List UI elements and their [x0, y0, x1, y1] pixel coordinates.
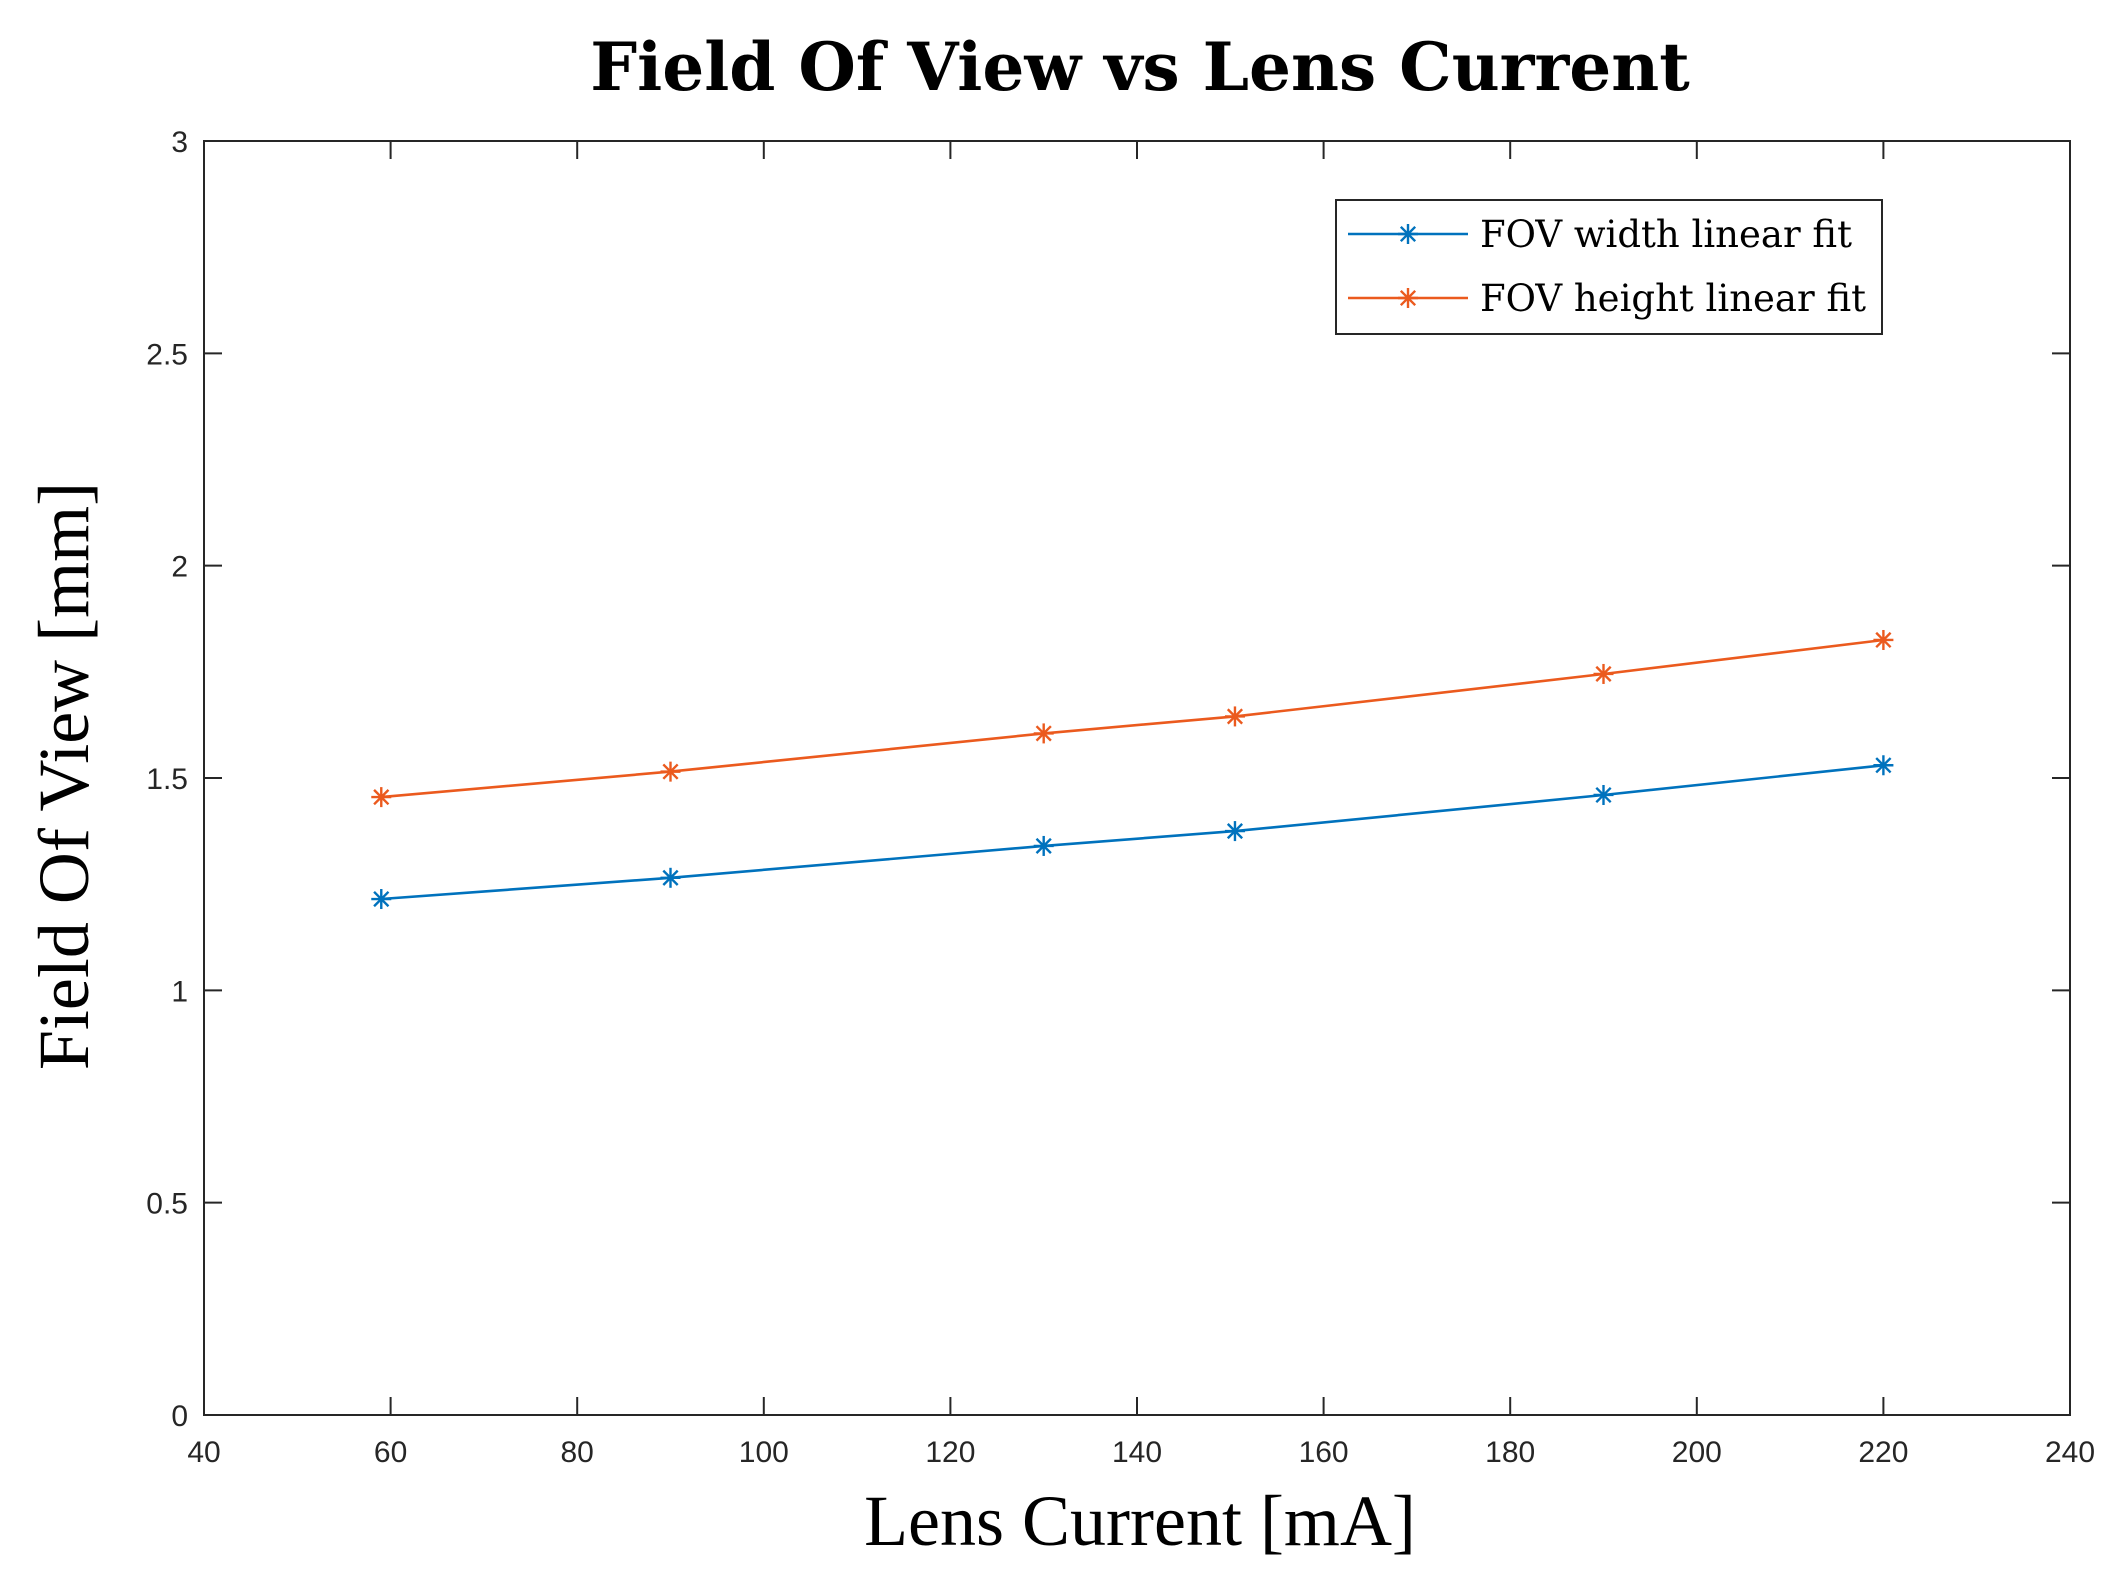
marker-stroke	[1595, 665, 1612, 683]
data-point	[660, 761, 681, 782]
data-point	[1224, 821, 1245, 842]
y-axis-label: Field Of View [mm]	[24, 482, 104, 1070]
series-1	[371, 755, 1894, 910]
marker-stroke	[1399, 289, 1417, 307]
x-tick-label: 200	[1672, 1436, 1722, 1469]
legend-marker	[1398, 224, 1418, 244]
y-tick-label: 2.5	[146, 338, 188, 371]
data-point	[1873, 755, 1894, 776]
data-point	[1033, 835, 1054, 856]
plot-area: 40 60 80 100 120 140 160 180 200 220 240 0 0.5 1 1.5 2 2…	[146, 126, 2095, 1469]
marker-stroke	[1226, 708, 1244, 725]
x-tick-label: 120	[925, 1436, 975, 1469]
x-tick-label: 240	[2045, 1436, 2095, 1469]
data-point	[1224, 706, 1245, 727]
legend-item: FOV height linear fit	[1348, 277, 1866, 320]
legend-label: FOV height linear fit	[1480, 277, 1866, 320]
series-2	[371, 629, 1894, 808]
marker-stroke	[1595, 786, 1612, 804]
y-tick-label: 0	[171, 1400, 188, 1433]
x-tick-label: 140	[1112, 1436, 1162, 1469]
data-point	[1033, 723, 1054, 744]
marker-stroke	[662, 763, 679, 780]
chart-title: Field Of View vs Lens Current	[590, 28, 1690, 106]
legend-item: FOV width linear fit	[1348, 213, 1852, 256]
y-tick-label: 0.5	[146, 1188, 188, 1221]
x-tick-label: 60	[374, 1436, 407, 1469]
x-tick-label: 100	[739, 1436, 789, 1469]
marker-stroke	[1399, 225, 1417, 243]
marker-stroke	[662, 869, 679, 886]
data-point	[1873, 629, 1894, 650]
x-tick-label: 220	[1858, 1436, 1908, 1469]
x-tick-label: 40	[187, 1436, 220, 1469]
x-tick-label: 80	[561, 1436, 594, 1469]
marker-stroke	[1035, 725, 1052, 742]
legend-label: FOV width linear fit	[1480, 213, 1852, 256]
marker-stroke	[373, 789, 390, 806]
data-point	[660, 867, 681, 888]
marker-stroke	[1035, 837, 1052, 854]
series-line	[381, 638, 1884, 799]
y-tick-label: 2	[171, 551, 188, 584]
data-point	[1593, 784, 1614, 805]
y-tick-label: 1	[171, 975, 188, 1008]
y-tick-label: 1.5	[146, 763, 188, 796]
series-line	[381, 764, 1884, 901]
legend-box	[1335, 199, 1883, 335]
data-point	[371, 787, 392, 808]
data-point	[371, 889, 392, 910]
y-tick-label: 3	[171, 126, 188, 159]
marker-stroke	[1226, 823, 1244, 840]
x-axis-label: Lens Current [mA]	[864, 1481, 1416, 1561]
x-tick-label: 160	[1299, 1436, 1349, 1469]
data-point	[1593, 663, 1614, 684]
legend-marker	[1398, 288, 1418, 308]
marker-stroke	[1875, 631, 1892, 649]
marker-stroke	[1875, 757, 1892, 774]
marker-stroke	[373, 890, 390, 908]
x-tick-label: 180	[1485, 1436, 1535, 1469]
legend: FOV width linear fit FOV height linear fi…	[1335, 199, 1883, 335]
